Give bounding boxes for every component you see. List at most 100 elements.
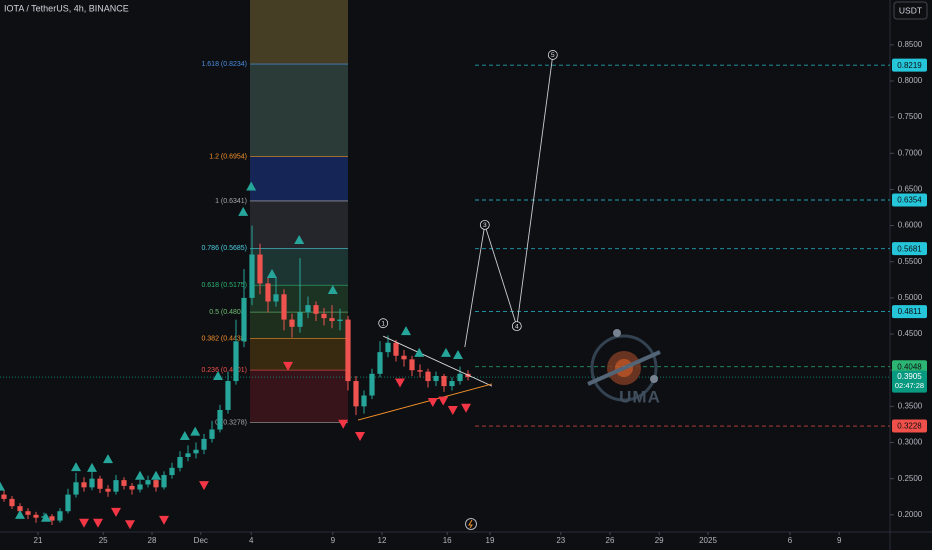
buy-signal — [267, 269, 277, 279]
candle-body — [137, 484, 143, 490]
candle-body — [201, 438, 207, 450]
buy-signal — [179, 431, 190, 441]
logo-orbit — [587, 350, 661, 386]
buy-signal — [15, 509, 25, 519]
x-tick-label: 19 — [486, 536, 495, 545]
x-tick-label: 28 — [148, 536, 157, 545]
x-tick-label: 12 — [378, 536, 387, 545]
fib-band — [250, 338, 348, 371]
fib-label: 0.5 (0.4803) — [209, 309, 247, 316]
candle-body — [313, 305, 319, 314]
sell-signal — [427, 398, 438, 408]
x-tick-label: 21 — [34, 536, 43, 545]
logo-dot — [613, 329, 621, 337]
fib-band — [250, 248, 348, 286]
fib-label: 0.382 (0.4438) — [201, 335, 247, 342]
y-tick-label: 0.4500 — [898, 329, 923, 338]
candle-body — [241, 297, 247, 342]
candle-body — [457, 373, 463, 382]
sell-signal — [355, 432, 365, 442]
logo-ring — [590, 334, 658, 402]
candle-body — [441, 375, 447, 387]
candle-body — [385, 342, 391, 353]
x-tick-label: 9 — [837, 536, 842, 545]
price-tag — [892, 242, 927, 256]
y-tick-label: 0.3000 — [898, 438, 923, 447]
fib-band — [250, 0, 348, 65]
price-tag — [892, 360, 927, 374]
event-icon[interactable] — [465, 518, 477, 530]
candle-body — [249, 254, 255, 298]
sell-signal — [159, 515, 169, 525]
fib-label: 0 (0.3278) — [215, 419, 247, 426]
fib-label: 1.2 (0.6954) — [209, 153, 247, 160]
candle-body — [433, 375, 439, 382]
candle-body — [321, 313, 327, 319]
price-tag-label: 0.4048 — [897, 362, 922, 371]
currency-button[interactable] — [893, 1, 928, 20]
wave-path — [464, 54, 554, 348]
buy-signal — [41, 512, 51, 522]
candle-body — [185, 453, 191, 457]
x-tick-label: 4 — [249, 536, 254, 545]
y-tick-label: 0.8500 — [898, 40, 923, 49]
candle-body — [145, 480, 151, 485]
sell-signal — [461, 403, 471, 413]
candle-body — [153, 480, 159, 488]
sell-signal — [111, 507, 121, 517]
fib-band — [250, 156, 348, 201]
candle-body — [337, 319, 343, 322]
wave-label: 1 — [381, 320, 385, 327]
price-tag-label: 0.6354 — [897, 196, 922, 205]
sell-signal — [438, 396, 449, 406]
event-icon[interactable] — [468, 519, 473, 529]
price-tag — [892, 305, 927, 319]
y-tick-label: 0.2000 — [898, 510, 923, 519]
x-tick-label: Dec — [194, 536, 208, 545]
sell-signal — [93, 518, 103, 528]
candle-body — [65, 494, 71, 512]
candle-body — [409, 359, 415, 371]
candle-body — [113, 480, 119, 492]
candle-body — [169, 467, 175, 476]
price-tag-label: 0.5681 — [897, 244, 922, 253]
candle-body — [1, 494, 7, 499]
candle-body — [345, 319, 351, 382]
y-tick-label: 0.3500 — [898, 401, 923, 410]
candle-body — [369, 373, 375, 396]
price-tag — [892, 58, 927, 72]
candle-body — [193, 449, 199, 454]
buy-signal — [190, 426, 201, 436]
sell-signal — [199, 481, 209, 491]
x-tick-label: 25 — [99, 536, 108, 545]
candle-body — [425, 371, 431, 382]
candle-body — [121, 480, 127, 486]
sell-signal — [338, 419, 349, 429]
candle-body — [273, 294, 279, 302]
wave-marker — [547, 50, 558, 60]
candle-body — [329, 318, 335, 322]
candle-body — [17, 506, 23, 512]
currency-label[interactable]: USDT — [899, 5, 922, 15]
candle-body — [393, 342, 399, 356]
sell-signal — [79, 518, 89, 528]
wave-marker — [479, 219, 490, 230]
buy-signal — [87, 462, 97, 472]
candle-body — [217, 409, 223, 430]
buy-signal — [71, 462, 81, 472]
y-tick-label: 0.8000 — [898, 76, 923, 85]
candles-layer — [1, 225, 471, 525]
logo-dot — [650, 375, 658, 383]
price-tag-label: 0.3228 — [897, 422, 922, 431]
buy-signal — [294, 235, 305, 245]
last-price-label: 0.3905 — [897, 372, 922, 381]
sell-signal — [395, 378, 405, 388]
price-tag-label: 0.4811 — [898, 307, 922, 316]
annotation-layer: 3 4 5 1 — [0, 50, 558, 530]
candle-body — [81, 482, 87, 488]
countdown-label: 02:47:28 — [895, 381, 924, 390]
buy-signal — [151, 470, 161, 480]
y-tick-label: 0.7000 — [898, 148, 923, 157]
